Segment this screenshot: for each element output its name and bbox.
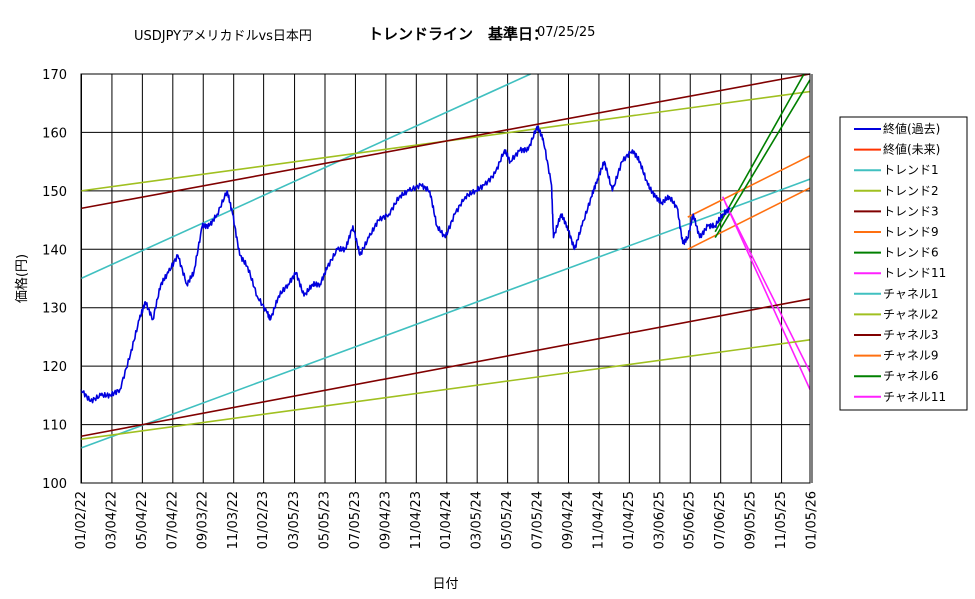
legend-entry: トレンド3 (883, 204, 939, 218)
chart-title-symbol: USDJPYアメリカドルvs日本円 (134, 29, 312, 44)
legend-entry: チャネル2 (883, 307, 939, 321)
plot-frame (80, 73, 811, 484)
legend-entry: トレンド11 (883, 266, 946, 280)
x-tick-label: 03/05/23 (287, 491, 302, 549)
x-tick-label: 01/05/26 (804, 491, 819, 549)
x-tick-labels: 01/02/22 03/04/22 05/04/22 07/04/22 09/03/22… (74, 491, 819, 549)
x-tick-label: 01/02/23 (256, 491, 271, 549)
x-tick-label: 05/05/23 (317, 491, 332, 549)
series-line (724, 202, 811, 373)
x-axis-label: 日付 (432, 577, 458, 592)
x-tick-label: 11/04/23 (409, 491, 424, 549)
x-tick-label: 07/05/24 (531, 491, 546, 549)
legend-entry: トレンド1 (883, 163, 939, 177)
y-tick-label: 120 (42, 360, 67, 375)
x-tick-label: 01/04/25 (622, 491, 637, 549)
legend-entry: チャネル9 (883, 349, 939, 363)
legend-entry: 終値(未来) (883, 142, 940, 157)
series-line (80, 73, 531, 280)
x-tick-label: 01/04/24 (439, 491, 454, 549)
legend: 終値(過去) 終値(未来) トレンド1 トレンド2 トレンド3 トレンド9 トレンド6 トレン… (839, 116, 968, 411)
series-line (80, 339, 811, 440)
series-line (80, 73, 811, 210)
chart-title-trendline: トレンドライン 基準日： (368, 25, 549, 43)
chart-title: USDJPYアメリカドルvs日本円 トレンドライン 基準日： 07/25/25 (0, 22, 975, 46)
x-tick-label: 05/05/24 (500, 491, 515, 549)
legend-entry: チャネル6 (883, 369, 939, 383)
series-line (687, 155, 811, 218)
y-axis-label: 価格(円) (14, 254, 30, 303)
legend-entry: 終値(過去) (883, 121, 940, 136)
x-tick-label: 09/04/24 (561, 491, 576, 549)
x-tick-label: 09/03/22 (196, 491, 211, 549)
series-layer (80, 73, 811, 449)
series-line (714, 79, 811, 239)
legend-entry: チャネル3 (883, 328, 939, 342)
y-tick-label: 110 (42, 419, 67, 434)
x-tick-label: 07/05/23 (348, 491, 363, 549)
y-tick-label: 130 (42, 302, 67, 317)
x-tick-label: 11/04/24 (591, 491, 606, 549)
x-tick-label: 09/04/23 (378, 491, 393, 549)
legend-entry: トレンド9 (883, 225, 939, 239)
y-tick-label: 140 (42, 243, 67, 258)
x-tick-label: 11/05/25 (774, 491, 789, 549)
x-tick-label: 03/04/22 (104, 491, 119, 549)
chart-title-date: 07/25/25 (537, 25, 596, 40)
legend-entry: チャネル1 (883, 287, 939, 301)
legend-entry: トレンド2 (883, 184, 939, 198)
x-tick-label: 11/03/22 (226, 491, 241, 549)
y-tick-label: 170 (42, 68, 67, 83)
y-tick-label: 150 (42, 185, 67, 200)
series-line (714, 73, 805, 233)
y-tick-label: 160 (42, 126, 67, 141)
legend-entry: チャネル11 (883, 390, 946, 404)
legend-box (839, 116, 968, 411)
series-line (687, 187, 811, 251)
y-tick-labels: 100 110 120 130 140 150 160 170 (42, 68, 67, 492)
series-line (721, 196, 811, 390)
x-tick-label: 07/04/22 (165, 491, 180, 549)
x-tick-label: 01/02/22 (74, 491, 89, 549)
x-tick-label: 05/04/22 (135, 491, 150, 549)
legend-entry: トレンド6 (883, 246, 939, 260)
x-tick-label: 09/05/25 (744, 491, 759, 549)
x-tick-label: 07/06/25 (713, 491, 728, 549)
x-tick-label: 05/06/25 (683, 491, 698, 549)
series-line (80, 298, 811, 438)
series-line (80, 178, 811, 449)
x-tick-label: 03/06/25 (652, 491, 667, 549)
y-tick-label: 100 (42, 477, 67, 492)
x-tick-label: 03/05/24 (470, 491, 485, 549)
series-price-line (80, 125, 731, 404)
